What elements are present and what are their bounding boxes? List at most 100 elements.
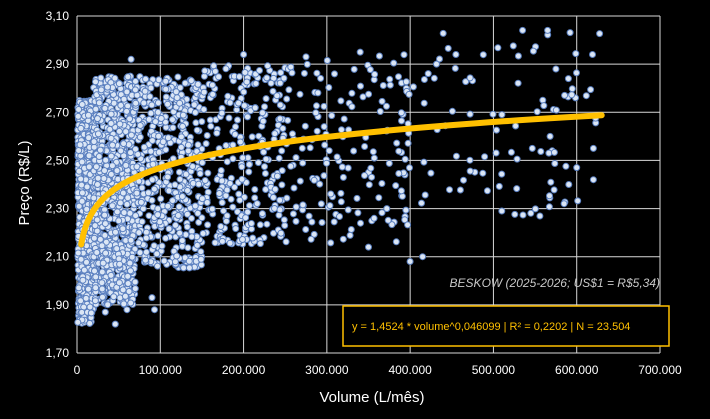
data-point — [259, 117, 267, 125]
data-point — [283, 95, 291, 103]
data-point — [386, 75, 394, 83]
data-point — [262, 95, 270, 103]
data-point — [277, 229, 285, 237]
data-point — [115, 217, 123, 225]
data-point — [306, 144, 314, 152]
data-point — [154, 211, 162, 219]
data-point — [323, 57, 331, 64]
data-point — [536, 212, 544, 220]
data-point — [222, 192, 230, 200]
data-point — [222, 65, 230, 73]
data-point — [184, 244, 192, 252]
data-point — [198, 159, 206, 167]
data-point — [339, 235, 347, 243]
data-point — [80, 266, 88, 274]
data-point — [122, 161, 130, 169]
data-point — [101, 220, 109, 228]
data-point — [112, 228, 119, 236]
data-point — [92, 78, 99, 86]
data-point — [77, 175, 85, 183]
data-point — [299, 159, 307, 167]
data-point — [165, 187, 173, 195]
data-point — [303, 60, 311, 68]
data-point — [256, 221, 264, 229]
data-point — [140, 99, 148, 107]
data-point — [113, 208, 121, 216]
data-point — [280, 74, 288, 82]
data-point — [333, 153, 341, 161]
data-point — [238, 163, 246, 171]
data-point — [420, 158, 428, 166]
data-point — [154, 99, 162, 107]
data-point — [347, 226, 355, 233]
data-point — [359, 93, 367, 101]
data-point — [395, 73, 402, 81]
data-point — [564, 75, 572, 83]
data-point — [527, 209, 535, 217]
data-point — [198, 214, 206, 222]
data-point — [132, 77, 139, 85]
data-point — [338, 126, 345, 134]
data-point — [128, 253, 136, 261]
data-point — [275, 154, 283, 162]
data-point — [401, 155, 409, 163]
data-point — [404, 139, 412, 147]
data-point — [137, 198, 145, 206]
data-point — [320, 172, 328, 180]
data-point — [83, 205, 91, 213]
data-point — [215, 73, 223, 81]
data-point — [96, 146, 104, 154]
data-point — [249, 234, 257, 242]
data-point — [568, 91, 576, 99]
data-point — [466, 167, 474, 175]
data-point — [191, 202, 199, 210]
data-point — [127, 299, 135, 307]
data-point — [169, 116, 176, 124]
data-point — [418, 199, 425, 207]
data-point — [148, 196, 156, 204]
data-point — [298, 144, 306, 152]
data-point — [409, 83, 417, 91]
data-point — [365, 243, 372, 251]
data-point — [239, 154, 247, 162]
data-point — [154, 262, 161, 270]
data-point — [299, 201, 307, 209]
data-point — [211, 239, 219, 247]
data-point — [529, 47, 537, 55]
data-point — [157, 115, 165, 122]
source-note: BESKOW (2025-2026; US$1 = R$5,34) — [450, 276, 660, 290]
data-point — [150, 185, 158, 193]
data-point — [537, 148, 545, 155]
data-point — [107, 152, 115, 160]
data-point — [91, 297, 99, 305]
data-point — [513, 155, 521, 163]
data-point — [79, 276, 87, 284]
data-point — [446, 186, 453, 194]
data-point — [296, 177, 304, 185]
data-point — [82, 294, 90, 302]
data-point — [152, 118, 159, 126]
data-point — [155, 148, 163, 156]
data-point — [546, 192, 553, 200]
data-point — [296, 90, 304, 98]
data-point — [560, 200, 568, 208]
data-point — [283, 194, 291, 202]
data-point — [124, 272, 132, 280]
data-point — [562, 162, 570, 170]
x-tick-label: 200.000 — [222, 363, 266, 377]
data-point — [494, 44, 502, 52]
data-point — [142, 228, 150, 236]
data-point — [269, 194, 277, 201]
data-point — [95, 153, 103, 160]
data-point — [78, 197, 86, 205]
data-point — [353, 194, 361, 202]
x-tick-label: 0 — [74, 363, 81, 377]
data-point — [122, 128, 130, 136]
data-point — [325, 147, 333, 155]
data-point — [94, 174, 102, 182]
data-point — [519, 211, 527, 219]
data-point — [313, 69, 321, 77]
data-point — [492, 149, 500, 157]
data-point — [376, 108, 384, 115]
data-point — [229, 155, 237, 163]
